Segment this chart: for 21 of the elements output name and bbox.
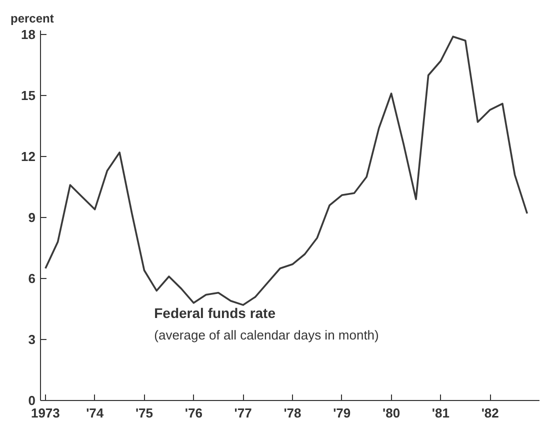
x-tick-label: '80 (382, 406, 400, 420)
line-series (44, 36, 528, 306)
annotation: Federal funds rate (154, 305, 276, 322)
x-tick-label: '76 (184, 406, 202, 420)
y-axis-title: percent (10, 12, 54, 26)
y-tick-label: 18 (21, 27, 36, 42)
y-tick-label: 9 (28, 210, 36, 226)
x-tick-label: '78 (284, 406, 302, 420)
x-tick-label: 1973 (30, 406, 60, 420)
y-tick-label: 15 (21, 88, 36, 104)
x-tick-label: '79 (333, 406, 351, 420)
y-tick-label: 12 (21, 149, 36, 164)
x-tick-label: '82 (481, 406, 499, 420)
y-tick-label: 6 (28, 271, 36, 286)
y-tick-label: 0 (28, 393, 36, 408)
x-tick-label: '81 (432, 406, 450, 420)
x-tick-label: '77 (234, 406, 252, 420)
x-tick-label: '75 (135, 406, 154, 420)
x-tick-label: '74 (86, 406, 104, 420)
y-tick-label: 3 (28, 332, 36, 348)
annotation: (average of all calendar days in month) (154, 328, 379, 343)
